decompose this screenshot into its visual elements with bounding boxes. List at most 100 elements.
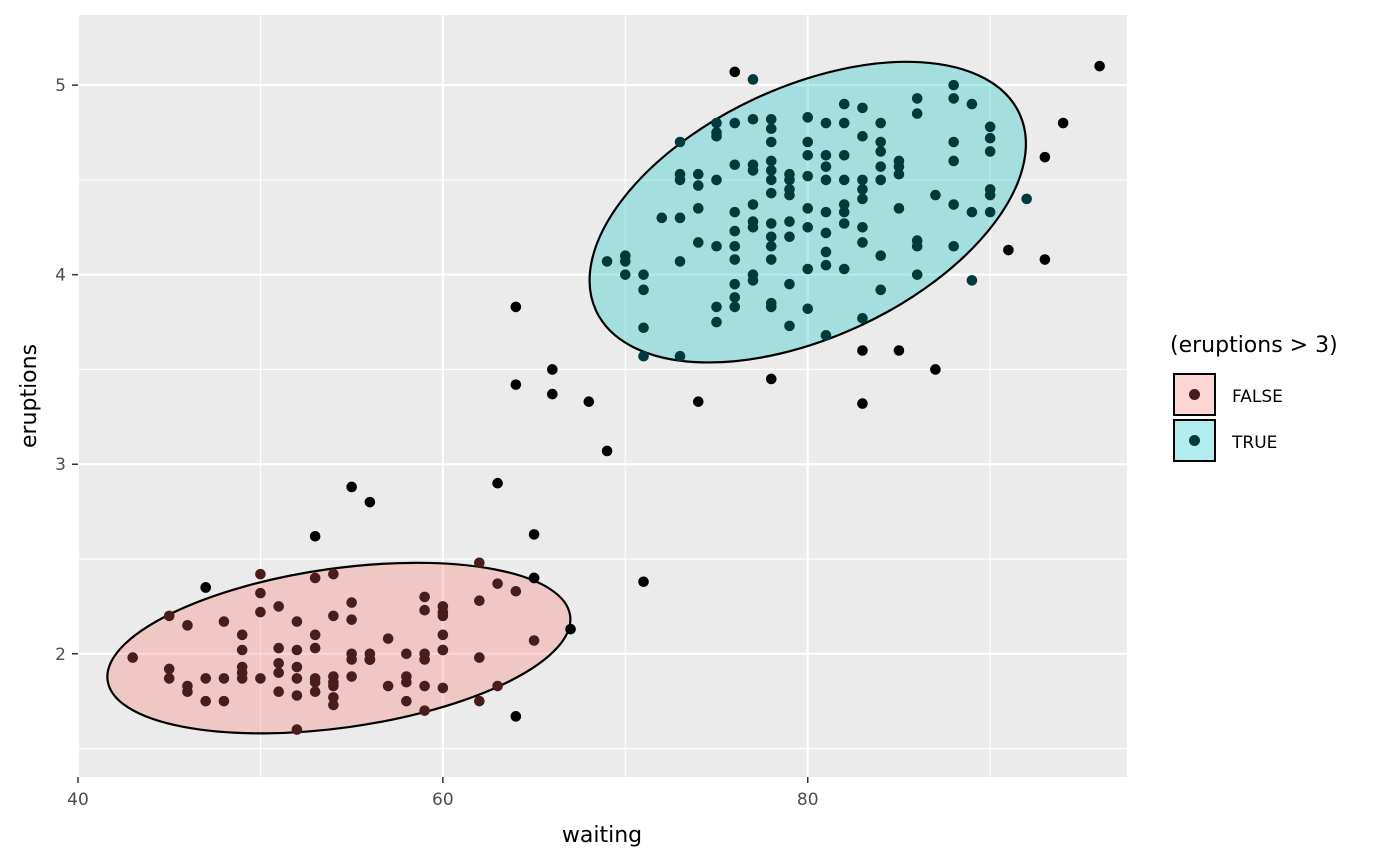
point-outside <box>346 481 357 493</box>
point-true <box>857 102 868 114</box>
point-true <box>875 136 887 148</box>
point-true <box>729 225 741 237</box>
point-false <box>328 699 339 711</box>
point-true <box>802 136 814 148</box>
point-true <box>875 284 887 296</box>
point-true <box>820 227 832 239</box>
y-tick-label: 2 <box>55 645 66 665</box>
legend-item-false: FALSE <box>1173 373 1283 416</box>
point-true <box>747 165 759 176</box>
point-true <box>674 256 686 267</box>
point-false <box>328 680 339 692</box>
point-true <box>948 79 959 91</box>
point-false <box>382 680 394 692</box>
point-true <box>838 117 850 129</box>
point-true <box>747 74 759 85</box>
point-false <box>291 644 303 656</box>
x-tick-label: 40 <box>67 790 89 810</box>
y-axis-title: eruptions <box>17 344 42 448</box>
point-outside <box>1039 151 1051 163</box>
point-true <box>638 350 649 362</box>
point-outside <box>893 345 905 356</box>
axis-ticks <box>72 84 809 783</box>
point-true <box>692 237 704 248</box>
major-gridlines <box>76 15 1127 777</box>
point-true <box>729 206 741 218</box>
data-points <box>127 60 1105 735</box>
point-true <box>820 330 832 341</box>
point-true <box>875 117 887 129</box>
point-true <box>802 221 814 233</box>
legend-item-true: TRUE <box>1173 419 1277 462</box>
point-true <box>692 180 704 191</box>
point-true <box>747 199 759 210</box>
point-outside <box>638 576 649 588</box>
point-true <box>911 93 923 104</box>
point-true <box>838 149 850 161</box>
point-true <box>802 112 814 123</box>
legend-point-true <box>1189 435 1200 446</box>
point-outside <box>1057 117 1069 129</box>
point-true <box>857 184 868 195</box>
point-outside <box>510 711 522 722</box>
point-false <box>401 676 412 688</box>
point-true <box>784 174 795 186</box>
point-outside <box>510 301 522 313</box>
point-true <box>838 218 850 229</box>
point-false <box>255 568 266 580</box>
point-outside <box>583 396 595 407</box>
legend-label-false: FALSE <box>1232 387 1283 407</box>
point-outside <box>601 445 613 457</box>
point-false <box>382 633 394 644</box>
point-true <box>984 189 996 201</box>
point-true <box>857 221 868 233</box>
point-outside <box>528 529 540 540</box>
point-outside <box>857 398 868 409</box>
point-false <box>218 695 230 707</box>
point-false <box>419 654 430 665</box>
point-true <box>948 199 959 210</box>
point-false <box>510 585 522 597</box>
point-outside <box>309 530 321 542</box>
point-true <box>911 240 923 252</box>
point-false <box>236 629 248 641</box>
point-true <box>966 275 978 286</box>
point-true <box>729 301 741 313</box>
point-outside <box>930 364 941 375</box>
point-false <box>291 724 303 735</box>
point-false <box>401 648 412 660</box>
point-true <box>656 212 668 224</box>
point-true <box>893 168 905 180</box>
point-true <box>784 278 795 290</box>
point-false <box>309 572 321 584</box>
point-true <box>674 136 686 148</box>
point-false <box>291 673 303 684</box>
point-false <box>200 673 212 684</box>
point-true <box>674 212 686 224</box>
point-outside <box>565 623 576 635</box>
point-false <box>328 610 339 622</box>
point-true <box>857 131 868 142</box>
point-true <box>948 136 959 148</box>
point-true <box>911 269 923 280</box>
point-true <box>820 259 832 271</box>
point-false <box>328 692 339 703</box>
point-false <box>273 686 284 698</box>
point-false <box>364 654 376 665</box>
point-true <box>875 146 887 157</box>
point-false <box>182 686 193 698</box>
point-outside <box>857 345 868 356</box>
point-true <box>711 240 722 252</box>
point-outside <box>492 477 503 489</box>
point-true <box>820 149 832 161</box>
point-true <box>820 174 832 186</box>
point-true <box>765 113 777 125</box>
point-false <box>309 642 321 654</box>
point-true <box>711 174 722 186</box>
legend-point-false <box>1189 389 1200 400</box>
point-true <box>838 98 850 110</box>
point-true <box>729 254 741 265</box>
point-true <box>948 93 959 104</box>
point-outside <box>547 364 558 375</box>
point-true <box>984 121 996 133</box>
